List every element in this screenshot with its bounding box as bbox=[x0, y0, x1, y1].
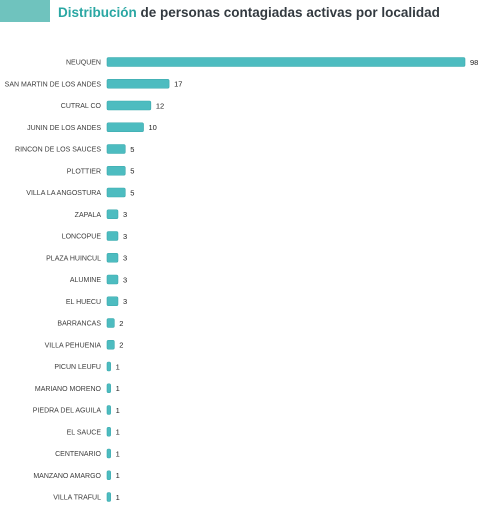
category-label-villa-la-angostura: VILLA LA ANGOSTURA bbox=[26, 190, 101, 197]
category-label-centenario: CENTENARIO bbox=[55, 451, 101, 458]
value-label-plottier: 5 bbox=[130, 167, 134, 176]
value-label-barrancas: 2 bbox=[119, 319, 123, 328]
category-label-neuquen: NEUQUEN bbox=[66, 60, 101, 67]
bar-el-sauce bbox=[106, 426, 111, 437]
bar-barrancas bbox=[106, 318, 115, 328]
category-label-piedra-del-aguila: PIEDRA DEL AGUILA bbox=[33, 408, 102, 415]
value-label-plaza-huincul: 3 bbox=[123, 254, 127, 263]
category-label-junin-de-los-andes: JUNIN DE LOS ANDES bbox=[27, 125, 101, 132]
value-label-junin-de-los-andes: 10 bbox=[149, 123, 157, 132]
value-label-cutral-co: 12 bbox=[156, 101, 164, 110]
category-label-villa-pehuenia: VILLA PEHUENIA bbox=[45, 342, 102, 349]
bar-san-martin-de-los-andes bbox=[106, 78, 170, 89]
bar-plaza-huincul bbox=[106, 252, 119, 263]
bar-junin-de-los-andes bbox=[106, 122, 144, 133]
category-label-mariano-moreno: MARIANO MORENO bbox=[35, 386, 102, 393]
value-label-centenario: 1 bbox=[116, 449, 120, 458]
category-label-rincon-de-los-sauces: RINCON DE LOS SAUCES bbox=[15, 147, 101, 154]
category-label-san-martin-de-los-andes: SAN MARTIN DE LOS ANDES bbox=[5, 81, 102, 88]
value-label-piedra-del-aguila: 1 bbox=[116, 406, 120, 415]
bar-neuquen bbox=[106, 57, 466, 67]
chart-title-highlight: Distribución bbox=[58, 5, 137, 20]
category-label-cutral-co: CUTRAL CO bbox=[61, 103, 102, 110]
bar-villa-la-angostura bbox=[106, 187, 126, 198]
bar-alumine bbox=[106, 274, 119, 285]
bar-villa-pehuenia bbox=[106, 339, 115, 350]
value-label-neuquen: 98 bbox=[470, 58, 478, 67]
bar-piedra-del-aguila bbox=[106, 405, 111, 415]
value-label-el-sauce: 1 bbox=[116, 428, 120, 437]
bar-manzano-amargo bbox=[106, 470, 111, 481]
value-label-el-huecu: 3 bbox=[123, 297, 127, 306]
category-label-loncopue: LONCOPUE bbox=[62, 234, 102, 241]
bar-villa-traful bbox=[106, 492, 111, 502]
bar-plottier bbox=[106, 165, 126, 176]
value-label-san-martin-de-los-andes: 17 bbox=[174, 80, 182, 89]
value-label-villa-la-angostura: 5 bbox=[130, 188, 134, 197]
value-label-mariano-moreno: 1 bbox=[116, 384, 120, 393]
category-label-barrancas: BARRANCAS bbox=[57, 321, 101, 328]
value-label-villa-pehuenia: 2 bbox=[119, 341, 123, 350]
value-label-manzano-amargo: 1 bbox=[116, 471, 120, 480]
bar-loncopue bbox=[106, 231, 119, 241]
title-accent-block bbox=[0, 0, 50, 22]
bar-cutral-co bbox=[106, 100, 152, 111]
category-label-villa-traful: VILLA TRAFUL bbox=[53, 495, 101, 502]
category-label-el-huecu: EL HUECU bbox=[66, 299, 101, 306]
value-label-rincon-de-los-sauces: 5 bbox=[130, 145, 134, 154]
category-label-manzano-amargo: MANZANO AMARGO bbox=[33, 473, 101, 480]
bar-centenario bbox=[106, 448, 111, 459]
chart-title-rest: de personas contagiadas activas por loca… bbox=[136, 5, 440, 20]
value-label-alumine: 3 bbox=[123, 275, 127, 284]
title-bar: Distribución de personas contagiadas act… bbox=[0, 0, 496, 30]
category-label-picun-leufu: PICUN LEUFU bbox=[54, 364, 101, 371]
category-label-plaza-huincul: PLAZA HUINCUL bbox=[46, 255, 101, 262]
category-label-zapala: ZAPALA bbox=[75, 212, 102, 219]
category-label-alumine: ALUMINE bbox=[70, 277, 101, 284]
category-label-plottier: PLOTTIER bbox=[67, 168, 101, 175]
bar-el-huecu bbox=[106, 296, 119, 307]
value-label-villa-traful: 1 bbox=[116, 493, 120, 502]
bar-mariano-moreno bbox=[106, 383, 111, 394]
chart-title: Distribución de personas contagiadas act… bbox=[58, 5, 440, 20]
value-label-zapala: 3 bbox=[123, 210, 127, 219]
category-label-el-sauce: EL SAUCE bbox=[67, 429, 102, 436]
bar-rincon-de-los-sauces bbox=[106, 144, 126, 154]
value-label-picun-leufu: 1 bbox=[116, 362, 120, 371]
value-label-loncopue: 3 bbox=[123, 232, 127, 241]
bar-picun-leufu bbox=[106, 361, 111, 372]
bar-zapala bbox=[106, 209, 119, 220]
